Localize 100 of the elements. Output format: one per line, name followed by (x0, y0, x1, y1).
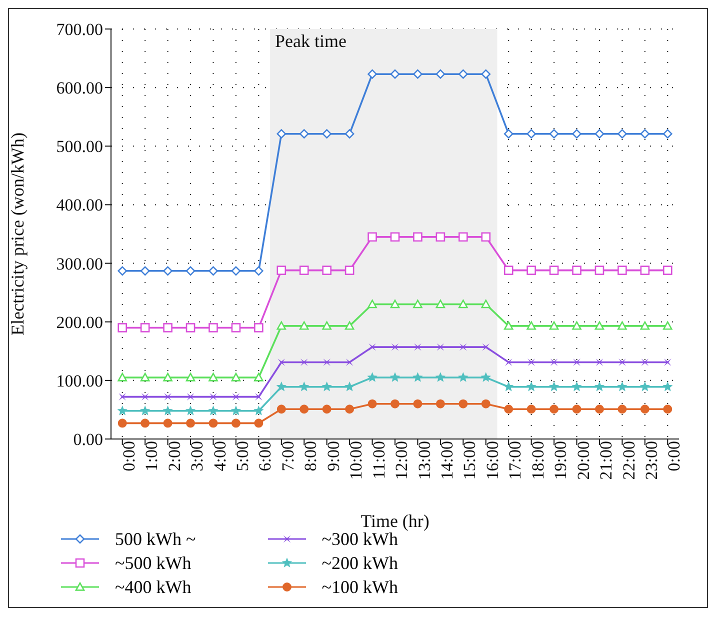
x-tick-label: 0:00 (664, 441, 684, 472)
point (414, 343, 422, 351)
point (596, 358, 604, 366)
point (413, 69, 422, 79)
x-tick-label: 17:00 (506, 441, 525, 480)
point (572, 266, 582, 275)
x-tick-label: 5:00 (233, 441, 252, 472)
point (663, 404, 672, 414)
point (618, 321, 627, 330)
point (503, 381, 514, 392)
point (322, 129, 332, 138)
point (163, 418, 172, 428)
point (572, 129, 582, 138)
point (276, 266, 286, 275)
point (504, 129, 514, 138)
x-tick-label: 14:00 (438, 441, 457, 480)
point (390, 372, 400, 382)
x-tick-label: 8:00 (301, 441, 320, 472)
point (594, 321, 604, 330)
y-tick-label: 400.00 (56, 196, 103, 215)
point (300, 404, 309, 414)
point (231, 418, 240, 428)
point (504, 321, 514, 330)
point (458, 300, 468, 308)
point (117, 405, 128, 416)
point (298, 381, 310, 392)
point (232, 393, 240, 401)
point (528, 358, 535, 366)
point (231, 372, 241, 382)
point (118, 323, 128, 332)
point (458, 69, 468, 79)
point (254, 266, 264, 276)
point (322, 404, 332, 414)
point (208, 323, 218, 332)
point (163, 323, 172, 332)
point (549, 266, 559, 275)
point (231, 323, 241, 332)
point (368, 399, 377, 408)
point (208, 372, 218, 382)
point (162, 405, 173, 416)
point (141, 393, 149, 401)
point (573, 358, 580, 366)
point (458, 399, 468, 408)
point (118, 393, 126, 401)
y-axis-title: Electricity price (won/kWh) (7, 132, 28, 336)
point (300, 358, 308, 366)
x-tick-label: 13:00 (414, 441, 434, 480)
point (322, 381, 332, 392)
point (322, 321, 332, 330)
point (254, 405, 264, 416)
point (481, 300, 491, 308)
point (594, 381, 605, 392)
point (459, 343, 467, 351)
point (390, 69, 400, 79)
point (163, 372, 172, 382)
point (368, 300, 377, 308)
point (185, 405, 196, 416)
point (617, 381, 628, 392)
point (664, 358, 672, 366)
point (344, 129, 354, 138)
point (594, 129, 604, 138)
point (391, 343, 399, 351)
point (140, 418, 150, 428)
y-tick-label: 600.00 (56, 78, 103, 98)
point (164, 393, 172, 401)
point (208, 405, 218, 416)
x-tick-label: 18:00 (528, 441, 548, 480)
x-tick-label: 20:00 (574, 441, 593, 480)
point (346, 358, 354, 366)
point (458, 372, 468, 382)
point (368, 343, 376, 351)
point (118, 418, 127, 428)
point (504, 358, 512, 366)
point (390, 399, 400, 408)
legend-label: 500 kWh ~ (115, 528, 196, 550)
x-axis-title: Time (hr) (360, 511, 430, 531)
point (163, 266, 172, 276)
point (481, 399, 490, 408)
point (118, 372, 128, 382)
legend-label: ~100 kWh (322, 576, 398, 598)
point (186, 266, 196, 276)
y-tick-label: 0.00 (73, 430, 103, 450)
x-tick-label: 4:00 (210, 441, 230, 472)
point (413, 300, 422, 308)
point (413, 399, 422, 408)
x-tick-label: 0:00 (119, 441, 138, 472)
x-tick-label: 2:00 (164, 441, 184, 472)
point (480, 372, 492, 382)
point (504, 266, 514, 275)
point (504, 404, 514, 414)
point (368, 232, 377, 242)
point (549, 321, 559, 330)
point (618, 266, 627, 275)
point (618, 358, 626, 366)
point (618, 404, 627, 414)
point (436, 232, 446, 242)
point (640, 381, 650, 392)
point (572, 404, 582, 414)
point (412, 372, 423, 382)
point (254, 323, 264, 332)
